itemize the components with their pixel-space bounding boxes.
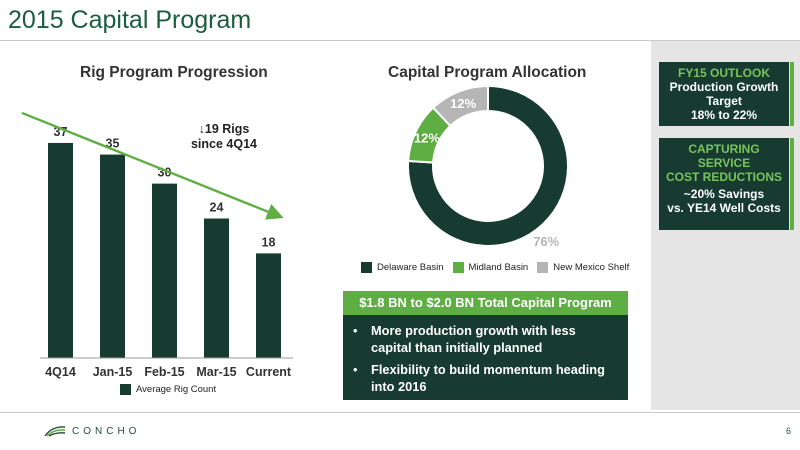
annotation-line-1: ↓19 Rigs: [198, 122, 250, 136]
donut-value-label: 12%: [414, 130, 440, 145]
footer-divider: [0, 412, 800, 413]
card-line: ~20% Savings: [683, 187, 765, 201]
bullet-text: More production growth with less capital…: [371, 323, 576, 355]
legend-item-midland: Midland Basin: [452, 262, 529, 273]
legend-label-midland: Midland Basin: [468, 262, 529, 273]
legend-item-delaware: Delaware Basin: [361, 262, 444, 273]
allocation-chart-title: Capital Program Allocation: [388, 64, 587, 81]
x-tick-label: Feb-15: [144, 365, 184, 379]
card-heading: CAPTURING: [688, 142, 760, 156]
page-number: 6: [786, 426, 792, 436]
legend-label-delaware: Delaware Basin: [377, 262, 444, 273]
legend-swatch-midland: [452, 262, 464, 273]
rig-chart-title: Rig Program Progression: [80, 64, 268, 81]
card-line: Target: [706, 94, 742, 108]
card-line: 18% to 22%: [690, 108, 758, 122]
bullet-text: Flexibility to build momentum heading in…: [371, 362, 605, 394]
bullet-item: • More production growth with less capita…: [353, 323, 618, 356]
bullet-dot: •: [353, 362, 358, 377]
trend-arrow: [21, 111, 284, 220]
total-capital-banner: $1.8 BN to $2.0 BN Total Capital Program: [343, 291, 628, 315]
logo-text: CONCHO: [72, 425, 141, 437]
bar-mar-15: [204, 218, 229, 358]
legend-label-rig-count: Average Rig Count: [136, 384, 217, 395]
legend-item-new-mexico: New Mexico Shelf: [537, 262, 629, 273]
bar-jan-15: [100, 154, 125, 358]
card-line: vs. YE14 Well Costs: [667, 201, 781, 215]
bar-value-label: 37: [54, 125, 68, 139]
bullet-panel: • More production growth with less capita…: [343, 315, 628, 400]
donut-value-label: 76%: [533, 234, 559, 249]
x-tick-label: Current: [246, 365, 292, 379]
rig-decline-annotation: ↓19 Rigs since 4Q14: [178, 122, 270, 152]
bar-legend: Average Rig Count: [120, 384, 216, 395]
company-logo: CONCHO: [44, 424, 140, 438]
card-accent-bar: [790, 138, 794, 230]
card-line: Production Growth: [669, 80, 779, 94]
bar-4q14: [48, 142, 73, 358]
card-heading: FY15 OUTLOOK: [677, 66, 770, 80]
bar-feb-15: [152, 183, 177, 358]
cost-reductions-card: CAPTURING SERVICE COST REDUCTIONS ~20% S…: [659, 138, 794, 230]
fy15-outlook-card: FY15 OUTLOOK Production Growth Target 18…: [659, 62, 794, 126]
donut-value-label: 12%: [450, 96, 476, 111]
page-title: 2015 Capital Program: [8, 6, 252, 34]
bar-value-label: 18: [262, 235, 276, 249]
x-tick-label: Mar-15: [196, 365, 236, 379]
bullet-item: • Flexibility to build momentum heading i…: [353, 362, 618, 395]
donut-slice-new-mexico-shelf: [431, 84, 489, 128]
annotation-line-2: since 4Q14: [190, 137, 257, 151]
title-divider: [0, 40, 800, 41]
legend-label-new-mexico: New Mexico Shelf: [553, 262, 630, 273]
bullet-dot: •: [353, 323, 358, 338]
bar-value-label: 24: [210, 201, 224, 215]
x-tick-label: Jan-15: [93, 365, 133, 379]
donut-slice-delaware-basin: [407, 84, 569, 247]
legend-swatch-rig-count: [120, 384, 131, 395]
bar-current: [256, 253, 281, 358]
card-heading: COST REDUCTIONS: [665, 170, 782, 184]
legend-swatch-new-mexico: [537, 262, 549, 273]
x-tick-label: 4Q14: [45, 365, 76, 379]
donut-legend: Delaware Basin Midland Basin New Mexico …: [361, 262, 638, 273]
logo-mark-icon: [44, 426, 66, 437]
legend-swatch-delaware: [361, 262, 372, 273]
card-accent-bar: [790, 62, 794, 126]
card-heading: SERVICE: [697, 156, 751, 170]
